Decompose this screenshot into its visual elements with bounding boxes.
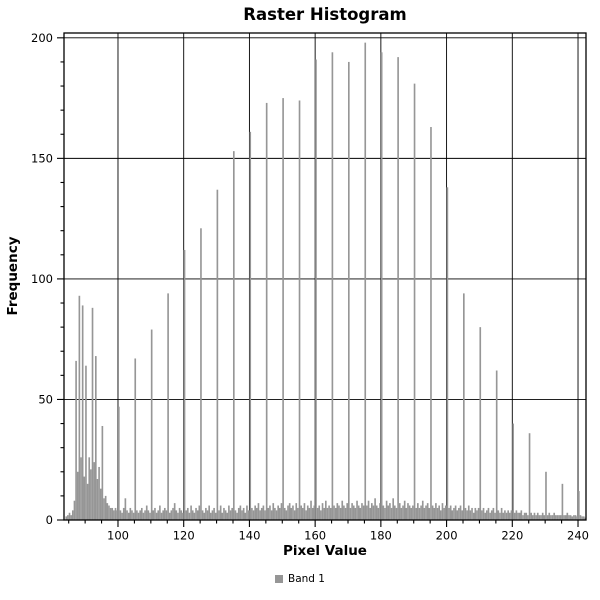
x-tick-label: 160 xyxy=(304,529,326,543)
x-axis-label: Pixel Value xyxy=(283,543,367,559)
plot-frame xyxy=(63,32,587,521)
x-tick-label: 140 xyxy=(238,529,260,543)
x-tick-label: 100 xyxy=(107,529,129,543)
y-tick-label: 100 xyxy=(31,272,53,286)
legend-label-band1: Band 1 xyxy=(288,573,325,585)
y-tick-label: 150 xyxy=(31,151,53,165)
chart-title: Raster Histogram xyxy=(243,5,407,24)
histogram-bars xyxy=(65,42,587,521)
x-tick-label: 240 xyxy=(567,529,589,543)
x-tick-label: 180 xyxy=(370,529,392,543)
legend-swatch-band1 xyxy=(275,575,283,583)
y-tick-label: 200 xyxy=(31,31,53,45)
legend: Band 1 xyxy=(0,571,600,587)
y-axis-label-text: Frequency xyxy=(5,236,21,316)
tick-labels: 100 120 140 160 180 200 220 240 0 50 100 150 200 xyxy=(31,31,589,543)
x-tick-label: 200 xyxy=(436,529,458,543)
x-tick-label: 120 xyxy=(173,529,195,543)
y-tick-label: 0 xyxy=(46,513,53,527)
y-tick-label: 50 xyxy=(38,392,53,406)
x-tick-label: 220 xyxy=(501,529,523,543)
gridlines xyxy=(64,33,586,520)
